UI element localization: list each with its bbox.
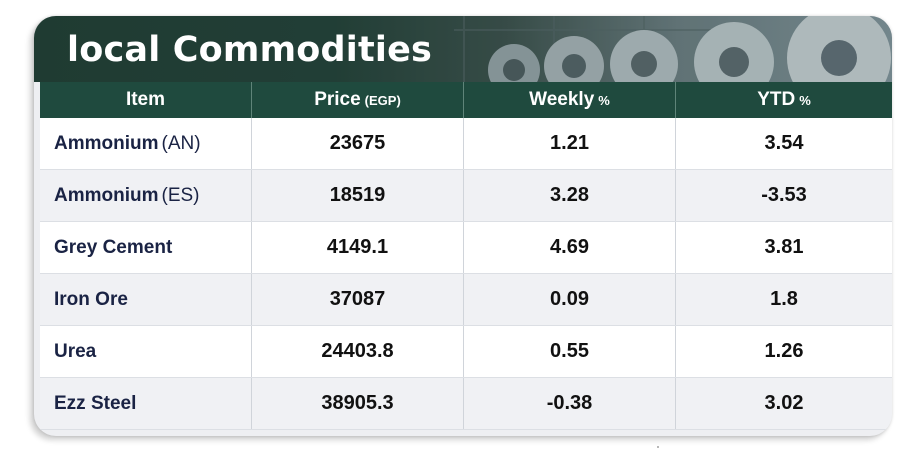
item-cell: Iron Ore bbox=[40, 274, 252, 325]
table-row: Grey Cement 4149.1 4.69 3.81 bbox=[40, 222, 892, 274]
ytd-cell: -3.53 bbox=[761, 184, 807, 206]
column-header-weekly: Weekly % bbox=[464, 82, 676, 118]
column-header-label: YTD bbox=[757, 89, 796, 110]
price-cell: 24403.8 bbox=[252, 326, 464, 377]
price-cell: 38905.3 bbox=[252, 378, 464, 429]
weekly-cell: 3.28 bbox=[464, 170, 676, 221]
item-name: Ammonium bbox=[54, 184, 159, 206]
table-row: Urea 24403.8 0.55 1.26 bbox=[40, 326, 892, 378]
table-row: Ammonium (ES) 18519 3.28 -3.53 bbox=[40, 170, 892, 222]
item-name: Urea bbox=[54, 340, 97, 362]
weekly-cell: 1.21 bbox=[464, 118, 676, 169]
column-header-label: Item bbox=[125, 89, 166, 110]
steel-coils-photo bbox=[34, 16, 892, 82]
price-cell: 18519 bbox=[252, 170, 464, 221]
item-cell: Ammonium (ES) bbox=[40, 170, 252, 221]
page-title: local Commodities bbox=[67, 30, 433, 70]
item-cell: Grey Cement bbox=[40, 222, 252, 273]
ytd-cell: 3.81 bbox=[764, 236, 804, 258]
column-header-price: Price (EGP) bbox=[252, 82, 464, 118]
column-header-unit: % bbox=[598, 92, 610, 108]
table-row: Ezz Steel 38905.3 -0.38 3.02 bbox=[40, 378, 892, 430]
price-cell: 4149.1 bbox=[252, 222, 464, 273]
commodities-card: local Commodities Item Price (EGP) Weekl… bbox=[34, 16, 892, 436]
ytd-cell: 3.54 bbox=[764, 132, 804, 154]
weekly-cell: -0.38 bbox=[464, 378, 676, 429]
item-name: Grey Cement bbox=[54, 236, 173, 258]
price-cell: 23675 bbox=[252, 118, 464, 169]
weekly-cell: 0.09 bbox=[464, 274, 676, 325]
item-cell: Ezz Steel bbox=[40, 378, 252, 429]
column-header-label: Price bbox=[314, 89, 361, 110]
column-header-ytd: YTD % bbox=[676, 82, 892, 118]
title-banner: local Commodities bbox=[34, 16, 892, 82]
table-row: Iron Ore 37087 0.09 1.8 bbox=[40, 274, 892, 326]
item-name: Ammonium bbox=[54, 132, 159, 154]
item-name: Ezz Steel bbox=[54, 392, 137, 414]
table-body: Ammonium (AN) 23675 1.21 3.54 Ammonium (… bbox=[40, 118, 892, 430]
item-cell: Ammonium (AN) bbox=[40, 118, 252, 169]
column-header-label: Weekly bbox=[529, 89, 595, 110]
column-header-unit: (EGP) bbox=[364, 92, 401, 108]
item-unit: (ES) bbox=[161, 184, 200, 206]
item-name: Iron Ore bbox=[54, 288, 128, 310]
item-unit: (AN) bbox=[161, 132, 201, 154]
stray-dot bbox=[657, 446, 659, 448]
table-row: Ammonium (AN) 23675 1.21 3.54 bbox=[40, 118, 892, 170]
price-cell: 37087 bbox=[252, 274, 464, 325]
column-header-unit: % bbox=[799, 92, 811, 108]
item-cell: Urea bbox=[40, 326, 252, 377]
ytd-cell: 1.26 bbox=[764, 340, 804, 362]
ytd-cell: 3.02 bbox=[764, 392, 804, 414]
weekly-cell: 4.69 bbox=[464, 222, 676, 273]
weekly-cell: 0.55 bbox=[464, 326, 676, 377]
ytd-cell: 1.8 bbox=[770, 288, 798, 310]
column-header-item: Item bbox=[40, 82, 252, 118]
table-header: Item Price (EGP) Weekly % YTD % bbox=[40, 82, 892, 118]
